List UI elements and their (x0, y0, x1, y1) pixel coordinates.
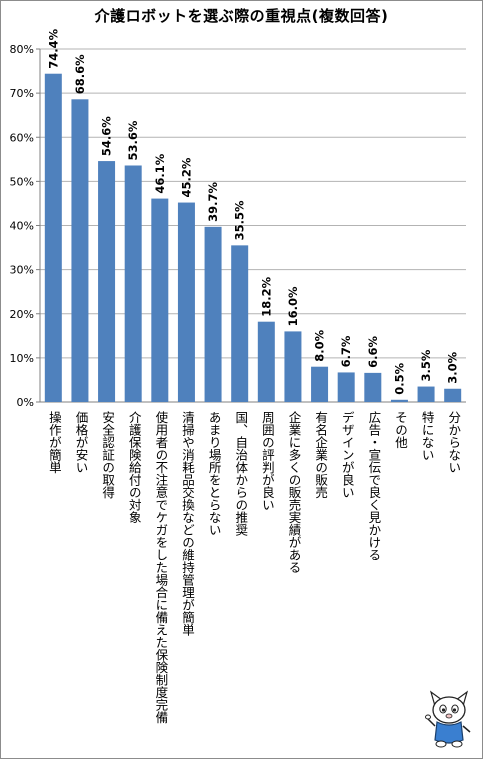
y-tick-label: 30% (10, 264, 34, 277)
category-label: 周囲の評判が良い (260, 411, 275, 511)
bar (337, 372, 355, 402)
data-labels: 74.4% 68.6% 54.6% 53.6% 46.1% 45.2% 39.7% 35.5%… (46, 28, 459, 394)
bar (44, 73, 62, 403)
chart-title: 介護ロボットを選ぶ際の重視点(複数回答) (94, 7, 389, 25)
category-label: デザインが良い (340, 411, 355, 499)
bar (284, 331, 302, 402)
bar (390, 399, 408, 402)
data-label: 3.0% (446, 351, 460, 383)
bar (124, 165, 142, 402)
category-label: 操作が簡単 (47, 410, 62, 474)
category-label: 国、自治体からの推奨 (233, 411, 248, 536)
bar (364, 372, 382, 402)
data-label: 74.4% (46, 28, 60, 68)
y-tick-label: 40% (10, 220, 34, 233)
bar (204, 226, 222, 402)
y-tick-label: 80% (10, 43, 34, 56)
data-label: 46.1% (153, 153, 167, 193)
bar (98, 161, 116, 402)
bar (444, 388, 462, 402)
category-label: 使用者の不注意でケガをした場合に備えた保険制度完備 (153, 410, 168, 724)
bar (311, 366, 329, 402)
bar (231, 245, 249, 402)
category-labels: 操作が簡単 価格が安い 安全認証の取得 介護保険給付の対象 使用者の不注意でケガをした場… (47, 410, 461, 724)
category-label: 広告・宣伝で良く見かける (366, 411, 381, 561)
data-label: 35.5% (233, 200, 247, 240)
data-label: 53.6% (126, 120, 140, 160)
category-label: 有名企業の販売 (313, 411, 328, 499)
data-label: 8.0% (313, 329, 327, 361)
category-label: 特にない (420, 410, 435, 461)
bar (177, 202, 195, 402)
bar (71, 99, 89, 403)
y-tick-label: 50% (10, 175, 34, 188)
data-label: 0.5% (392, 362, 406, 394)
y-tick-label: 60% (10, 131, 34, 144)
category-label: 分からない (446, 411, 461, 474)
data-label: 6.7% (339, 335, 353, 367)
category-label: あまり場所をとらない (207, 411, 222, 536)
y-tick-label: 0% (17, 396, 34, 409)
category-label: 企業に多くの販売実績がある (286, 410, 301, 574)
category-label: 価格が安い (73, 411, 88, 474)
data-label: 6.6% (366, 336, 380, 368)
data-label: 54.6% (100, 116, 114, 156)
y-tick-label: 70% (10, 87, 34, 100)
y-tick-label: 10% (10, 352, 34, 365)
mascot-illustration (425, 690, 471, 748)
category-label: 清掃や消耗品交換などの維持管理が簡単 (180, 411, 195, 637)
data-label: 68.6% (73, 54, 87, 94)
bar (417, 386, 435, 402)
data-label: 39.7% (206, 181, 220, 221)
bar (151, 198, 169, 402)
data-label: 18.2% (259, 276, 273, 316)
category-label: その他 (393, 411, 408, 449)
category-label: 安全認証の取得 (100, 410, 115, 499)
y-tick-label: 20% (10, 308, 34, 321)
data-label: 3.5% (419, 349, 433, 381)
category-label: 介護保険給付の対象 (127, 411, 142, 524)
bars (44, 73, 462, 403)
data-label: 16.0% (286, 286, 300, 326)
bar (257, 321, 275, 402)
data-label: 45.2% (179, 157, 193, 197)
